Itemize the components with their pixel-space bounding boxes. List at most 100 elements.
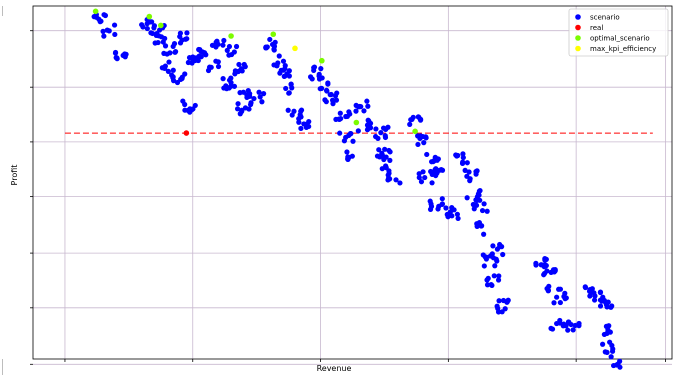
scenario-point [114,56,120,62]
scenario-point [435,206,441,212]
scenario-point [196,53,202,59]
scenario-point [233,43,240,50]
scenario-point [500,297,507,304]
scenario-point [424,151,430,158]
scenario-point [122,51,128,57]
scenario-point [489,251,495,257]
scenario-point [365,124,371,130]
scenario-point [421,140,427,146]
scenario-point [382,134,389,141]
scenario-point [460,159,466,165]
scenario-point [496,298,502,304]
scenario-point [491,273,497,279]
scenario-point [180,98,186,104]
scenario-point [376,147,382,153]
scenario-point [484,282,491,288]
scenario-point [112,31,118,38]
scenario-point [565,327,571,333]
scenario-point [248,100,254,106]
scenario-point [336,116,342,122]
left-edge-marker [2,359,3,375]
scenario-point [495,277,502,283]
scenario-point [481,201,487,207]
scenario-point [554,320,560,327]
scenario-point [226,52,232,58]
scenario-point [473,171,479,177]
scenario-point [416,114,422,120]
scenario-point [196,46,202,53]
scenario-point [221,37,227,44]
scenario-point [325,80,331,86]
scenario-point [361,108,367,114]
scenario-point [600,341,606,347]
scenario-point [170,43,176,50]
scenario-point [350,138,356,144]
scenario-point [278,67,284,73]
scenario-point [251,95,257,102]
scenario-point [617,364,623,370]
max-kpi-efficiency-point [292,45,298,52]
scenario-point [256,89,262,95]
scenario-point [608,354,614,360]
scenario-point [415,141,421,148]
scenario-point [353,108,359,114]
scenario-point [589,289,595,295]
scenario-point [111,22,118,28]
scenario-point [285,107,291,113]
scenario-point [158,34,165,40]
x-tick-marks [64,359,667,362]
scenario-point [381,156,387,163]
scenario-point [220,42,226,48]
scenario-point [550,267,557,273]
scenario-point [387,157,393,163]
scenario-point [445,214,451,220]
scenario-point [213,44,219,50]
scenario-point [464,173,470,179]
scenario-point [214,38,220,44]
scenario-point [382,146,388,152]
scenario-point [541,270,548,277]
scenario-point [344,113,350,120]
scenario-point [409,116,415,123]
scenario-point [374,153,381,159]
scenario-point [481,263,487,269]
scenario-point [144,25,150,32]
scenario-point [546,283,552,289]
legend-label-real: real [590,24,603,32]
scenario-point [170,74,176,80]
scenario-point [296,119,302,125]
scenario-point [201,50,208,56]
scenario-point [236,61,242,68]
scenario-point [439,201,446,207]
optimal-scenario-point [228,33,234,39]
data-points [91,8,623,370]
scenario-point [420,133,426,140]
legend-label-scenario: scenario [590,14,620,22]
scenario-point [494,303,500,309]
scenario-point [259,99,265,105]
optimal-scenario-point [146,13,153,20]
legend-label-optimal-scenario: optimal_scenario [590,35,650,43]
scenario-point [318,66,324,72]
legend: scenario real optimal_scenario max_kpi_effi… [568,8,669,57]
scenario-point [234,106,241,112]
scenario-point [276,53,282,59]
scenario-point [247,91,253,97]
scenario-point [420,169,426,175]
scenario-point [161,50,167,56]
scenario-point [427,198,433,204]
scenario-point [443,205,449,211]
scenario-point [311,64,318,70]
scenario-point [241,61,247,68]
scenario-point [554,294,560,300]
scenario-point [605,299,611,305]
scenario-point [542,263,549,269]
scenario-point [280,58,287,64]
scenario-point [415,133,421,139]
scenario-point [576,323,582,329]
scenario-point [182,71,188,77]
scenario-point [438,167,444,173]
scenario-point [382,126,389,133]
scenario-point [557,299,563,306]
